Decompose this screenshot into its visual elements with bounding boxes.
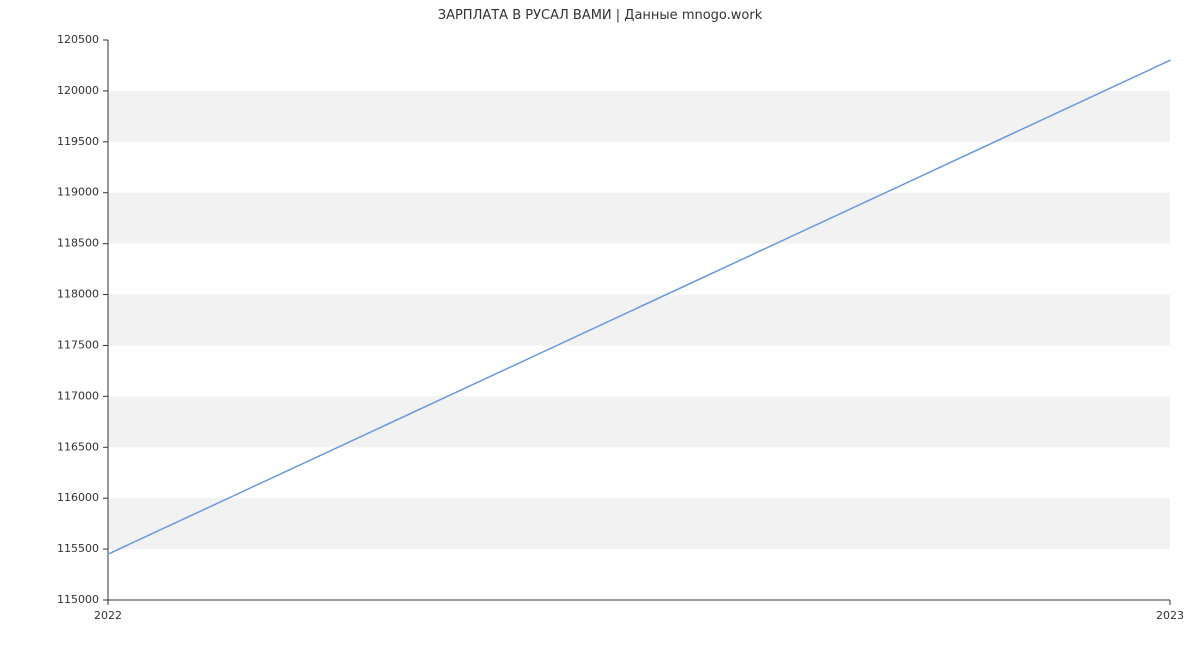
y-tick-label: 116500 xyxy=(57,440,99,453)
y-tick-label: 117000 xyxy=(57,389,99,402)
y-tick-label: 119500 xyxy=(57,135,99,148)
chart-title: ЗАРПЛАТА В РУСАЛ ВАМИ | Данные mnogo.wor… xyxy=(0,8,1200,23)
y-tick-label: 115500 xyxy=(57,542,99,555)
y-tick-label: 120000 xyxy=(57,84,99,97)
grid-band xyxy=(108,498,1170,549)
x-tick-label: 2022 xyxy=(94,609,122,622)
y-tick-label: 119000 xyxy=(57,186,99,199)
y-tick-label: 116000 xyxy=(57,491,99,504)
y-tick-label: 117500 xyxy=(57,338,99,351)
y-tick-label: 115000 xyxy=(57,593,99,606)
y-tick-label: 118500 xyxy=(57,237,99,250)
y-tick-label: 120500 xyxy=(57,33,99,46)
grid-band xyxy=(108,295,1170,346)
chart-container: ЗАРПЛАТА В РУСАЛ ВАМИ | Данные mnogo.wor… xyxy=(0,0,1200,650)
y-tick-label: 118000 xyxy=(57,288,99,301)
chart-svg: 115000 115500 116000 116500 117000 117500 1180… xyxy=(0,0,1200,650)
x-tick-label: 2023 xyxy=(1156,609,1184,622)
grid-band xyxy=(108,193,1170,244)
grid-band xyxy=(108,396,1170,447)
